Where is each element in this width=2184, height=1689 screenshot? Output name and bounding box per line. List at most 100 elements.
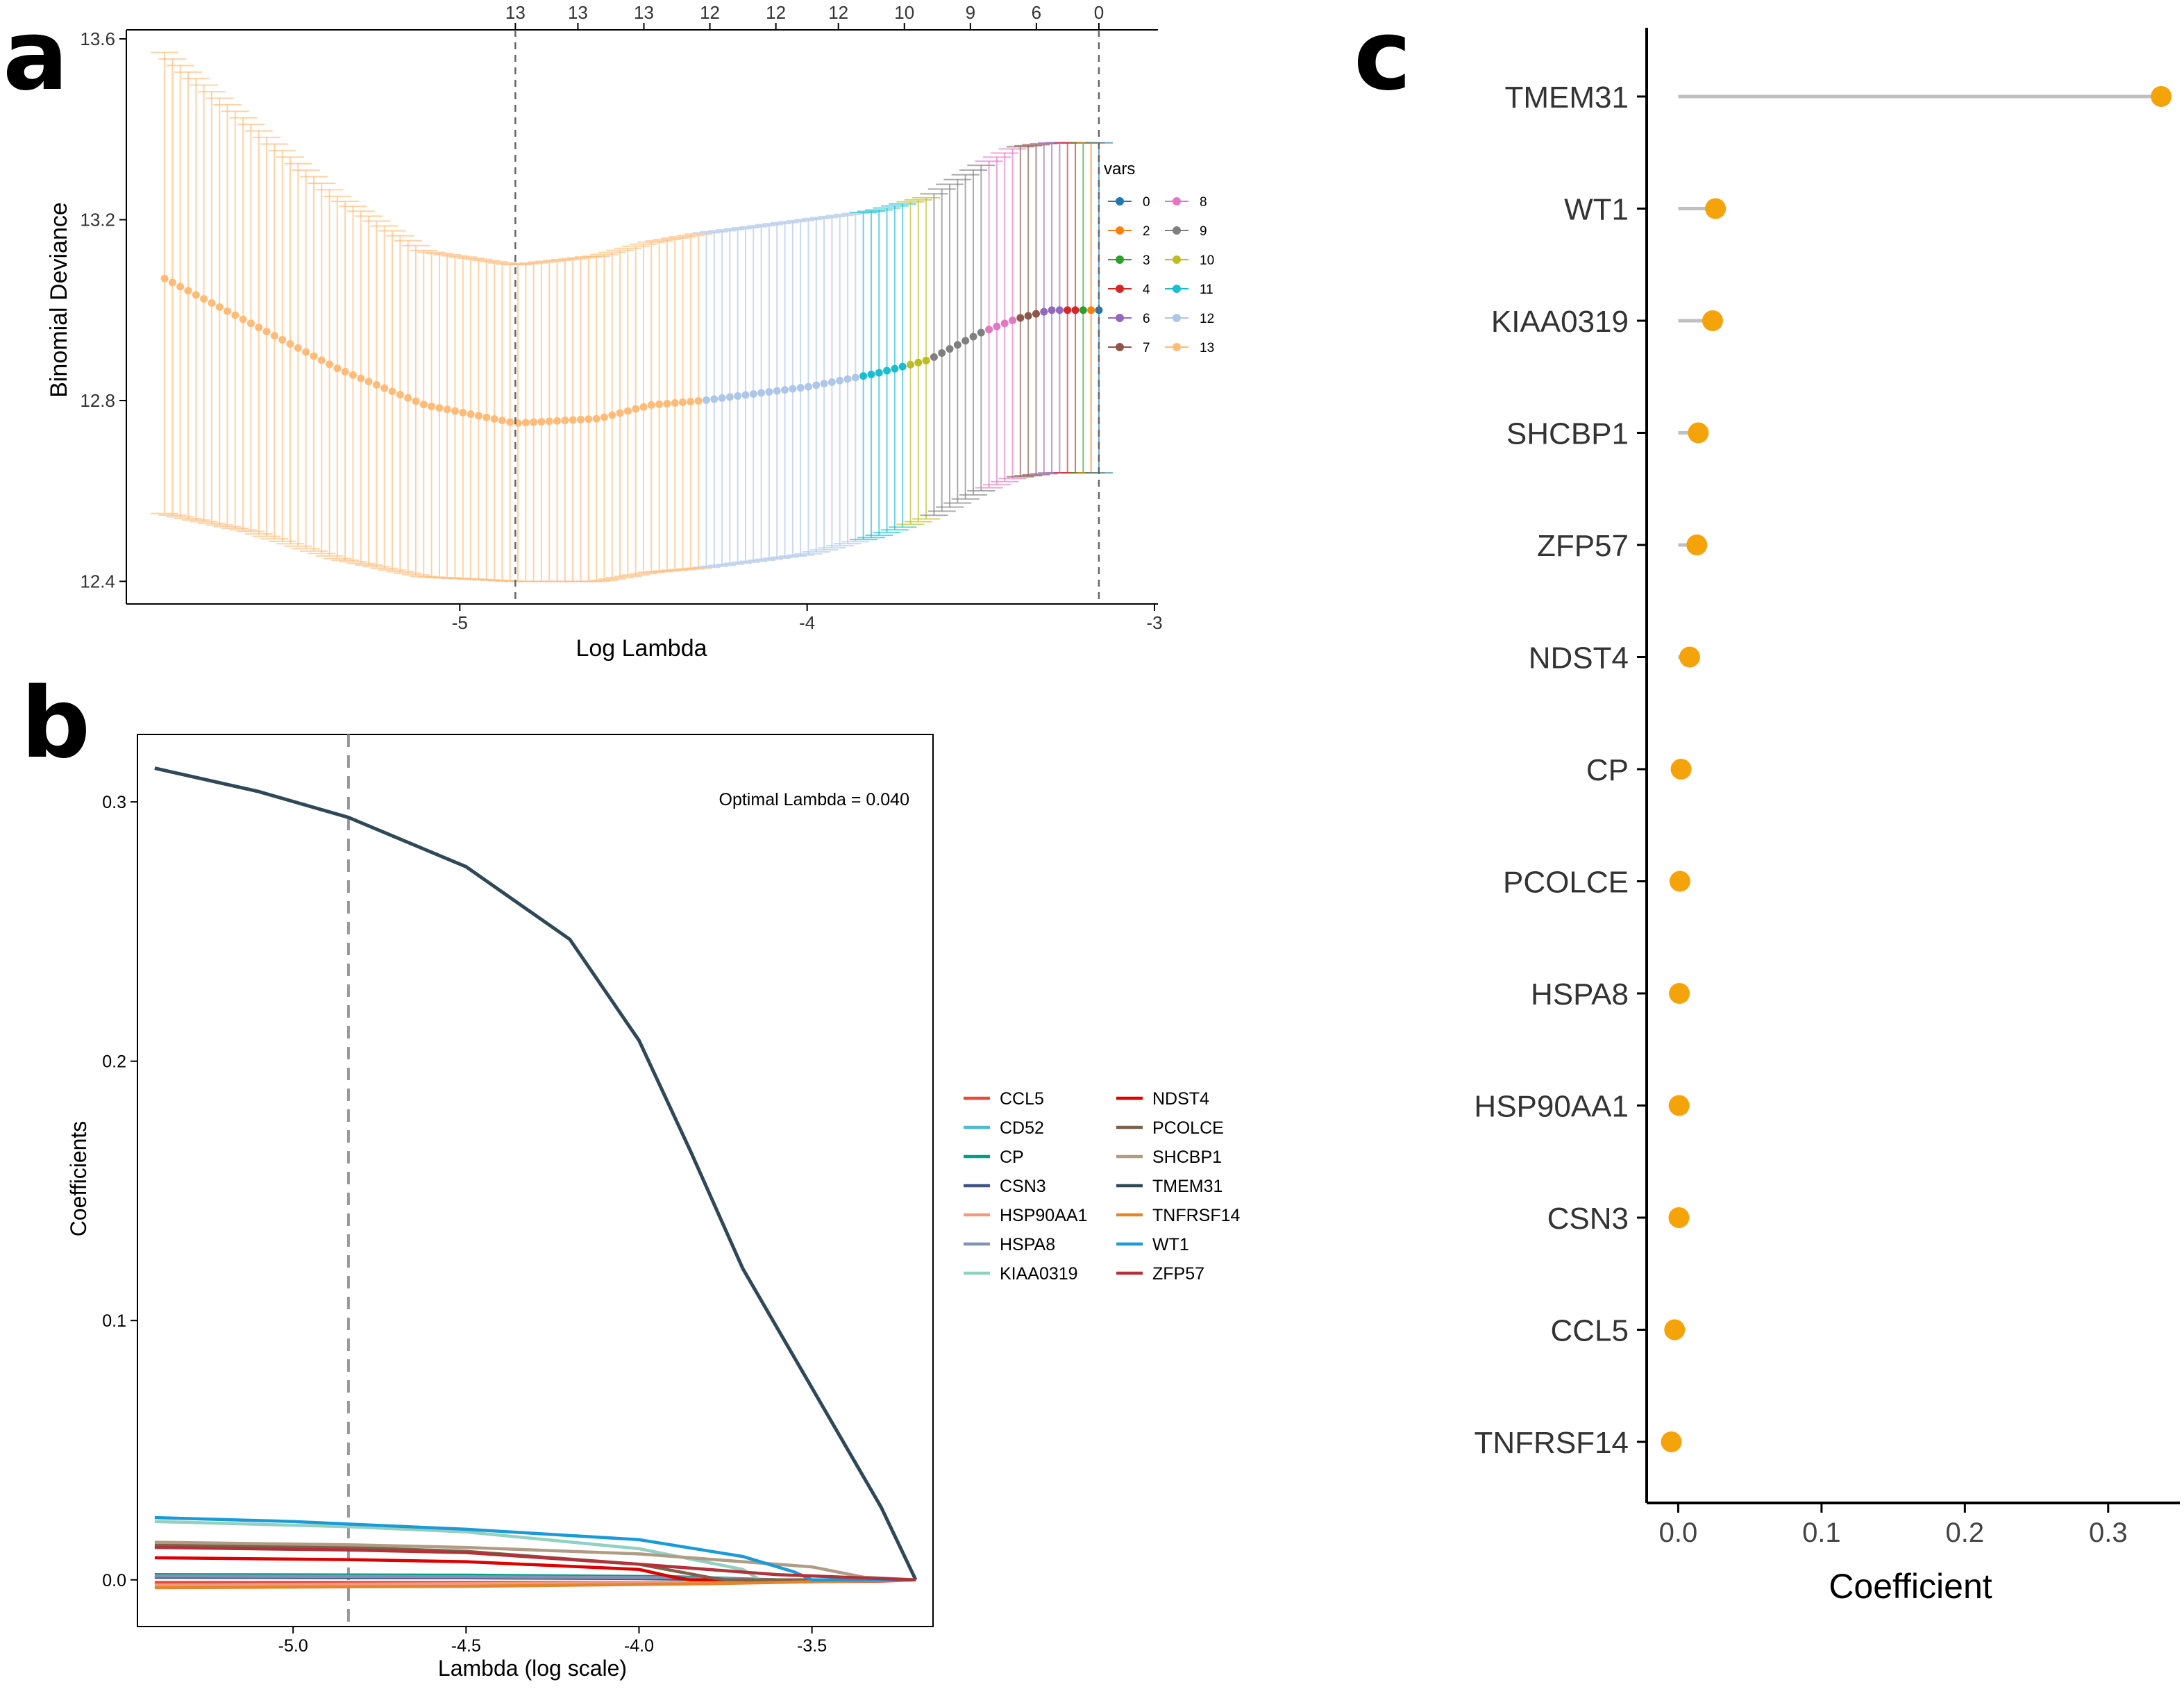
panel-a-xlabel: Log Lambda [576, 635, 707, 662]
panel-a-mean-point [498, 417, 506, 425]
panel-a-mean-point [553, 417, 562, 425]
panel-c-category-label: CP [1586, 753, 1629, 787]
panel-a-mean-point [804, 383, 812, 391]
panel-a-mean-point [192, 291, 200, 299]
panel-a-mean-point [969, 333, 977, 341]
panel-a-mean-point [922, 356, 930, 364]
panel-a-legend-key-point [1173, 226, 1181, 235]
panel-b-legend-label: NDST4 [1152, 1089, 1209, 1109]
panel-a-mean-point [961, 337, 970, 345]
panel-a-mean-point [891, 364, 899, 373]
panel-c-point-hspa8 [1669, 983, 1690, 1004]
panel-c-category-label: TNFRSF14 [1475, 1426, 1629, 1460]
panel-a-mean-points [160, 274, 1103, 427]
panel-a-mean-point [246, 319, 255, 328]
panel-a-mean-point [341, 368, 349, 376]
panel-a-legend-key-point [1116, 285, 1124, 293]
panel-a-mean-point [215, 303, 224, 311]
panel-a-mean-point [1032, 310, 1040, 318]
panel-a-legend-label: 3 [1143, 253, 1150, 268]
panel-b-legend-label: HSPA8 [1000, 1235, 1055, 1254]
panel-b-series-lines [154, 766, 918, 1590]
panel-a-mean-point [623, 407, 632, 415]
panel-a-mean-point [687, 398, 695, 406]
panel-a-mean-point [600, 413, 608, 421]
panel-a-mean-point [208, 299, 216, 307]
panel-a-xtick-label: -4 [799, 612, 815, 633]
panel-b-xtick-label: -4.5 [451, 1636, 481, 1656]
panel-b-ytick-label: 0.1 [102, 1311, 126, 1331]
panel-a-mean-point [694, 397, 703, 405]
panel-a-mean-point [1024, 312, 1032, 320]
panel-a-mean-point [388, 387, 396, 396]
panel-c-category-label: CSN3 [1547, 1202, 1629, 1236]
panel-c-category-label: KIAA0319 [1491, 305, 1629, 339]
panel-a-mean-point [592, 414, 600, 423]
panel-b-legend-label: CCL5 [1000, 1089, 1044, 1109]
panel-a-mean-point [160, 274, 169, 283]
panel-a-mean-point [702, 396, 710, 404]
panel-a-error-bars [151, 51, 1113, 582]
panel-a-mean-point [585, 415, 593, 423]
panel-c-xlabel: Coefficient [1829, 1567, 1992, 1606]
panel-a-mean-point [380, 384, 389, 392]
panel-a-top-tick-label: 6 [1032, 2, 1041, 23]
panel-a-legend-key-point [1173, 314, 1181, 322]
panel-a-ytick-label: 13.2 [80, 209, 115, 230]
panel-b-line-zfp57 [154, 1545, 916, 1582]
panel-a-legend-title: vars [1104, 160, 1135, 178]
panel-a-deviance-plot: 12.412.813.213.6-5 -4 -313 13 13 12 12 12 10 9 6 00… [80, 2, 1214, 633]
panel-a-mean-point [781, 386, 789, 394]
panel-b-line-tmem31 [154, 766, 918, 1581]
panel-c-point-tmem31 [2151, 86, 2172, 107]
panel-a-mean-point [372, 380, 380, 389]
panel-a-mean-point [200, 295, 208, 303]
panel-a-legend-key-point [1116, 226, 1124, 235]
panel-a-mean-point [459, 408, 467, 417]
panel-a-mean-point [396, 391, 404, 399]
panel-a-mean-point [671, 398, 679, 407]
panel-c-category-label: HSP90AA1 [1474, 1090, 1629, 1124]
panel-a-mean-point [930, 353, 938, 361]
panel-a-mean-point [474, 412, 482, 420]
panel-b-legend-label: WT1 [1152, 1235, 1189, 1254]
panel-a-mean-point [859, 372, 868, 380]
panel-a-top-tick-label: 13 [505, 2, 526, 23]
panel-a-mean-point [348, 371, 357, 379]
panel-a-mean-point [270, 332, 278, 340]
panel-b-xtick-label: -3.5 [797, 1636, 827, 1656]
panel-a-ylabel: Binomial Deviance [46, 202, 72, 398]
panel-a-mean-point [938, 348, 946, 357]
panel-a-top-tick-label: 12 [766, 2, 786, 23]
panel-a-mean-point [773, 387, 781, 395]
panel-b-legend-label: ZFP57 [1152, 1264, 1204, 1284]
panel-c-xtick-label: 0.2 [1946, 1518, 1985, 1548]
panel-b-legend-label: SHCBP1 [1152, 1148, 1222, 1167]
panel-a-mean-point [255, 323, 263, 332]
panel-c-point-ndst4 [1679, 646, 1700, 668]
panel-label-b: b [21, 667, 90, 780]
panel-a-mean-point [490, 414, 498, 423]
panel-a-legend-label: 13 [1200, 341, 1214, 355]
panel-c-point-shcbp1 [1688, 422, 1709, 444]
panel-a-mean-point [294, 344, 302, 352]
panel-a-mean-point [506, 418, 514, 426]
panel-c-xtick-label: 0.0 [1659, 1518, 1698, 1548]
panel-a-top-tick-label: 13 [568, 2, 588, 23]
panel-a-mean-point [1016, 314, 1025, 322]
panel-a-xtick-label: -5 [452, 612, 468, 633]
panel-c-category-label: WT1 [1564, 193, 1629, 227]
panel-a-legend-label: 4 [1143, 283, 1150, 297]
panel-a-mean-point [710, 395, 719, 403]
panel-b-coefficient-paths: 0.0 0.1 0.2 0.3 -5.0 -4.5 -4.0 -3.5 CCL5 CD52 CP CS… [102, 734, 1241, 1656]
panel-a-mean-point [647, 401, 655, 409]
panel-label-a: a [3, 0, 68, 112]
panel-c-category-label: PCOLCE [1503, 866, 1629, 900]
panel-a-legend-key-point [1173, 197, 1181, 205]
panel-a-mean-point [828, 378, 836, 386]
panel-a-legend-label: 12 [1200, 312, 1214, 326]
panel-b-ytick-label: 0.2 [102, 1052, 126, 1072]
panel-a-mean-point [718, 394, 726, 402]
panel-a-ytick-label: 12.4 [80, 571, 115, 591]
panel-a-mean-point [435, 404, 444, 412]
